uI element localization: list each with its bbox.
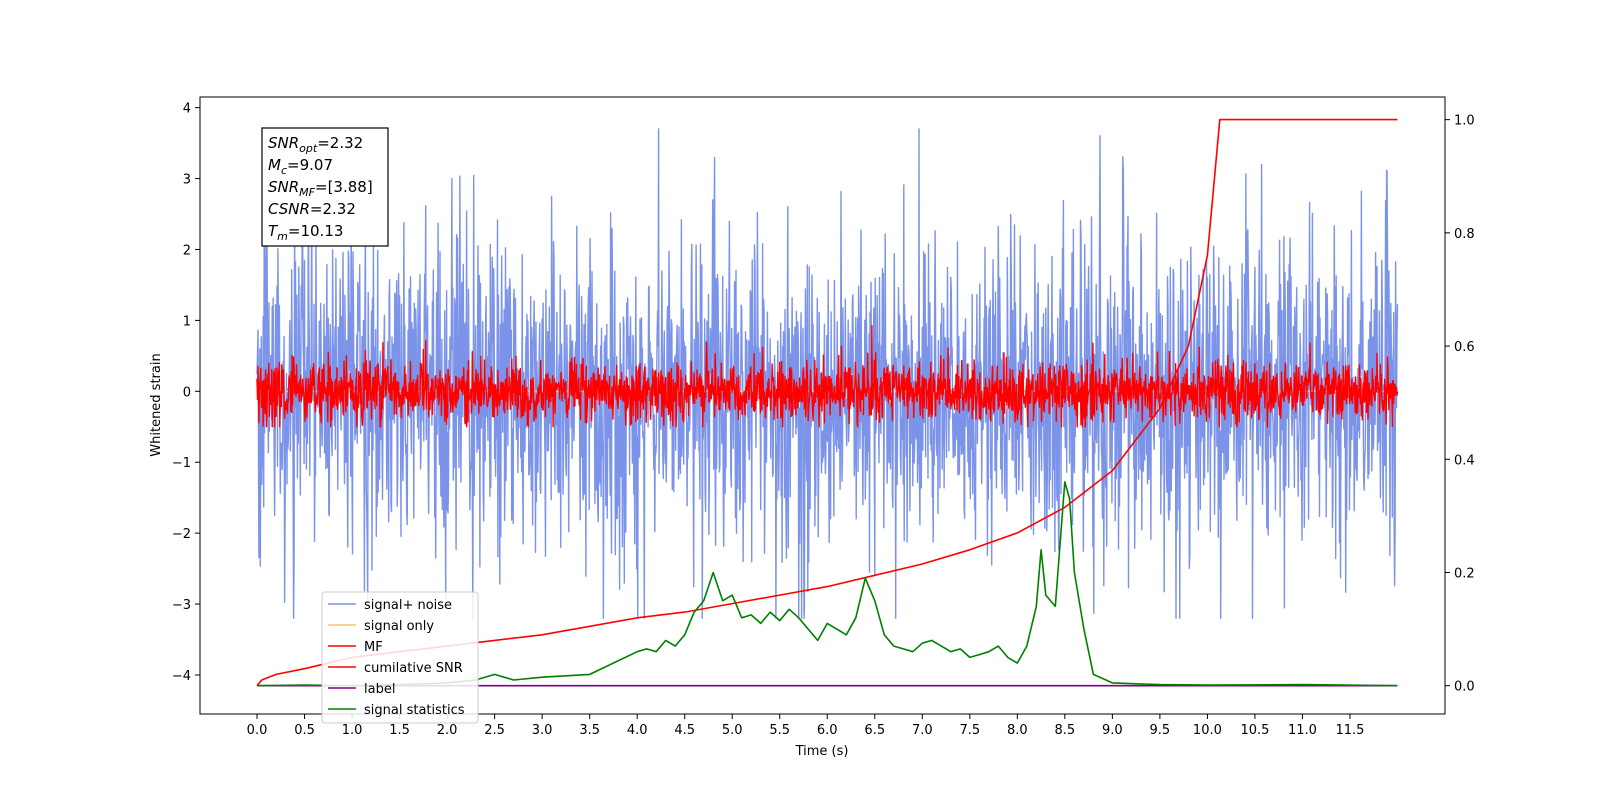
legend-label: signal only [364,619,434,634]
y-axis-left: 4 3 2 1 0 −1 −2 −3 −4 [172,102,200,684]
x-tick-label: 2.5 [484,723,505,738]
y-right-tick-label: 1.0 [1454,114,1475,129]
x-tick-label: 6.5 [864,723,885,738]
series-signal-statistics [256,481,1398,687]
annotation-line: Mc=9.07 [268,156,333,177]
y-left-tick-label: 3 [183,173,191,188]
annotation-line: SNRopt=2.32 [268,134,363,155]
legend-frame [321,591,479,724]
y-right-tick-label: 0.8 [1454,227,1475,242]
x-tick-label: 1.0 [342,723,363,738]
x-tick-label: 3.0 [532,723,553,738]
annotation-line: CSNR=2.32 [268,200,356,218]
x-tick-label: 11.0 [1288,723,1317,738]
y-right-tick-label: 0.0 [1454,680,1475,695]
x-tick-label: 8.5 [1055,723,1076,738]
x-tick-label: 5.5 [769,723,790,738]
series-mf [256,324,1399,428]
y-left-tick-label: −3 [172,598,191,613]
y-right-tick-label: 0.2 [1454,566,1475,581]
legend: signal+ noise signal only MF cumilative SNR… [321,591,479,724]
x-tick-label: 7.5 [959,723,980,738]
y-left-tick-label: 4 [183,102,191,117]
legend-label: signal+ noise [364,598,452,613]
y-right-tick-label: 0.4 [1454,453,1475,468]
y-right-tick-label: 0.6 [1454,340,1475,355]
x-axis: 0.0 0.5 1.0 1.5 2.0 2.5 3.0 3.5 4.0 4.5 5.0 5.5 6.0 6… [247,714,1364,738]
x-tick-label: 6.0 [817,723,838,738]
x-tick-label: 11.5 [1335,723,1364,738]
y-axis-right: 1.0 0.8 0.6 0.4 0.2 0.0 [1445,114,1475,695]
y-left-tick-label: 1 [183,314,191,329]
x-tick-label: 4.5 [674,723,695,738]
y-axis-label: Whitened strain [149,353,164,456]
x-tick-label: 3.5 [579,723,600,738]
x-tick-label: 10.0 [1193,723,1222,738]
y-left-tick-label: −2 [172,527,191,542]
annotation-line: Tm=10.13 [268,222,343,243]
legend-label: label [364,682,395,697]
x-tick-label: 9.5 [1150,723,1171,738]
series-signal-noise [256,128,1399,619]
y-left-tick-label: 0 [183,385,191,400]
annotation-frame [261,127,389,247]
plot-frame [199,96,1446,715]
x-tick-label: 0.5 [294,723,315,738]
legend-label: cumilative SNR [364,661,463,676]
legend-label: signal statistics [364,703,465,718]
x-tick-label: 8.0 [1007,723,1028,738]
annotation-line: SNRMF=[3.88] [268,178,373,199]
x-tick-label: 2.0 [437,723,458,738]
legend-label: MF [364,640,383,655]
x-tick-label: 10.5 [1240,723,1269,738]
y-left-tick-label: 2 [183,243,191,258]
x-tick-label: 7.0 [912,723,933,738]
x-axis-label: Time (s) [795,744,849,759]
x-tick-label: 9.0 [1102,723,1123,738]
x-tick-label: 0.0 [247,723,268,738]
x-tick-label: 4.0 [627,723,648,738]
y-left-tick-label: −1 [172,456,191,471]
y-left-tick-label: −4 [172,669,191,684]
x-tick-label: 5.0 [722,723,743,738]
x-tick-label: 1.5 [389,723,410,738]
